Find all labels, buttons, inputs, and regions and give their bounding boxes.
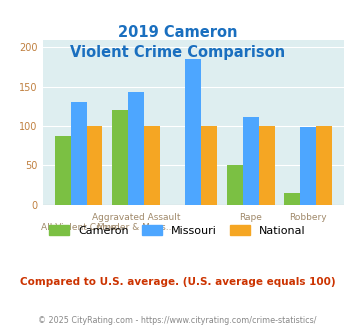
Legend: Cameron, Missouri, National: Cameron, Missouri, National	[45, 221, 310, 240]
Bar	[71, 102, 87, 205]
Text: Aggravated Assault: Aggravated Assault	[92, 213, 180, 222]
Bar	[316, 126, 332, 205]
Text: Compared to U.S. average. (U.S. average equals 100): Compared to U.S. average. (U.S. average …	[20, 277, 335, 287]
Bar	[186, 59, 201, 205]
Bar	[55, 136, 71, 205]
Text: Robbery: Robbery	[290, 213, 327, 222]
Bar	[243, 116, 259, 205]
Bar	[201, 126, 217, 205]
Text: Murder & Mans...: Murder & Mans...	[97, 223, 175, 232]
Bar	[227, 165, 243, 205]
Bar	[128, 92, 144, 205]
Bar	[144, 126, 160, 205]
Text: 2019 Cameron
Violent Crime Comparison: 2019 Cameron Violent Crime Comparison	[70, 25, 285, 59]
Bar	[87, 126, 103, 205]
Bar	[284, 193, 300, 205]
Bar	[300, 127, 316, 205]
Bar	[112, 110, 128, 205]
Text: All Violent Crime: All Violent Crime	[41, 223, 116, 232]
Text: Rape: Rape	[240, 213, 262, 222]
Bar	[259, 126, 275, 205]
Text: © 2025 CityRating.com - https://www.cityrating.com/crime-statistics/: © 2025 CityRating.com - https://www.city…	[38, 315, 317, 325]
